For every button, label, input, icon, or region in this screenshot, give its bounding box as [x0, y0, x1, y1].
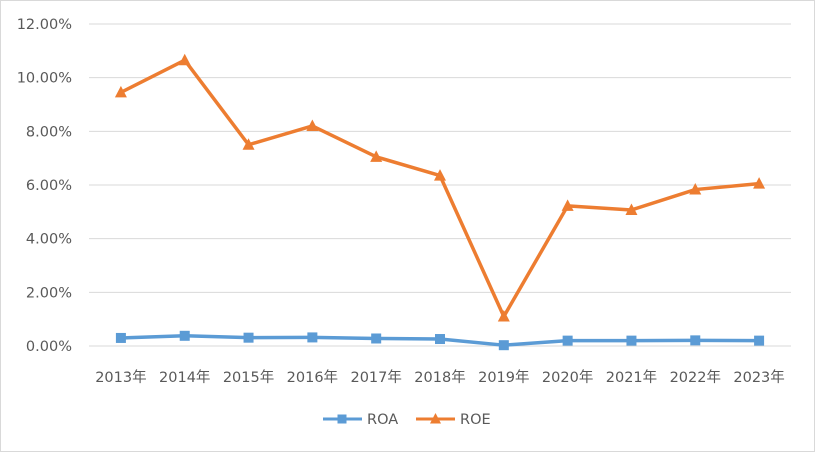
x-tick-label: 2019年	[478, 369, 529, 386]
y-tick-label: 4.00%	[26, 232, 72, 248]
data-point-roa	[307, 332, 318, 343]
legend-item-roa: ROA	[323, 412, 398, 428]
data-point-roa	[371, 333, 382, 344]
data-point-roe	[306, 119, 319, 131]
data-point-roe	[370, 150, 383, 162]
data-point-roa	[498, 340, 509, 351]
data-point-roe	[497, 309, 510, 322]
data-point-roa	[626, 335, 637, 346]
legend-marker-roa	[337, 414, 347, 424]
data-point-roa	[690, 335, 701, 346]
legend-label-roa: ROA	[367, 412, 398, 428]
x-tick-label: 2013年	[95, 369, 146, 386]
data-point-roe	[178, 53, 191, 66]
x-tick-label: 2018年	[414, 369, 465, 386]
legend-item-roe: ROE	[416, 412, 491, 428]
data-point-roe	[561, 199, 574, 211]
data-point-roe	[242, 138, 255, 150]
gridlines	[89, 23, 791, 347]
x-tick-label: 2021年	[606, 369, 657, 386]
legend-marker-roe	[430, 413, 441, 424]
series-roe	[114, 53, 766, 322]
data-point-roa	[435, 334, 445, 345]
x-tick-label: 2017年	[350, 369, 401, 386]
legend: ROA ROE	[323, 412, 491, 428]
y-tick-label: 2.00%	[26, 285, 72, 301]
x-tick-label: 2016年	[287, 369, 338, 386]
x-tick-label: 2020年	[542, 369, 593, 386]
data-point-roe	[625, 203, 638, 215]
x-axis-ticks: 2013年 2014年 2015年 2016年 2017年 2018年 2019年 2020年…	[95, 369, 785, 386]
y-tick-label: 0.00%	[26, 339, 72, 355]
data-point-roe	[114, 85, 127, 98]
data-point-roe	[753, 177, 766, 189]
data-point-roa	[243, 332, 254, 343]
data-point-roa	[562, 335, 573, 346]
x-tick-label: 2014年	[159, 369, 210, 386]
series-group	[114, 53, 766, 351]
x-tick-label: 2015年	[223, 369, 274, 386]
data-point-roa	[115, 332, 126, 343]
x-tick-label: 2023年	[733, 369, 784, 386]
data-point-roa	[754, 335, 765, 346]
y-tick-label: 8.00%	[26, 124, 72, 140]
series-roa	[115, 330, 765, 351]
y-axis-ticks: 0.00% 2.00% 4.00% 6.00% 8.00% 10.00% 12.00%	[17, 17, 72, 355]
y-tick-label: 6.00%	[26, 178, 72, 194]
y-tick-label: 12.00%	[17, 17, 72, 33]
x-tick-label: 2022年	[670, 369, 721, 386]
legend-label-roe: ROE	[460, 412, 491, 428]
data-point-roa	[179, 330, 190, 341]
data-point-roe	[434, 169, 446, 181]
y-tick-label: 10.00%	[17, 71, 72, 87]
series-line-roe	[119, 58, 761, 319]
data-point-roe	[689, 183, 702, 195]
